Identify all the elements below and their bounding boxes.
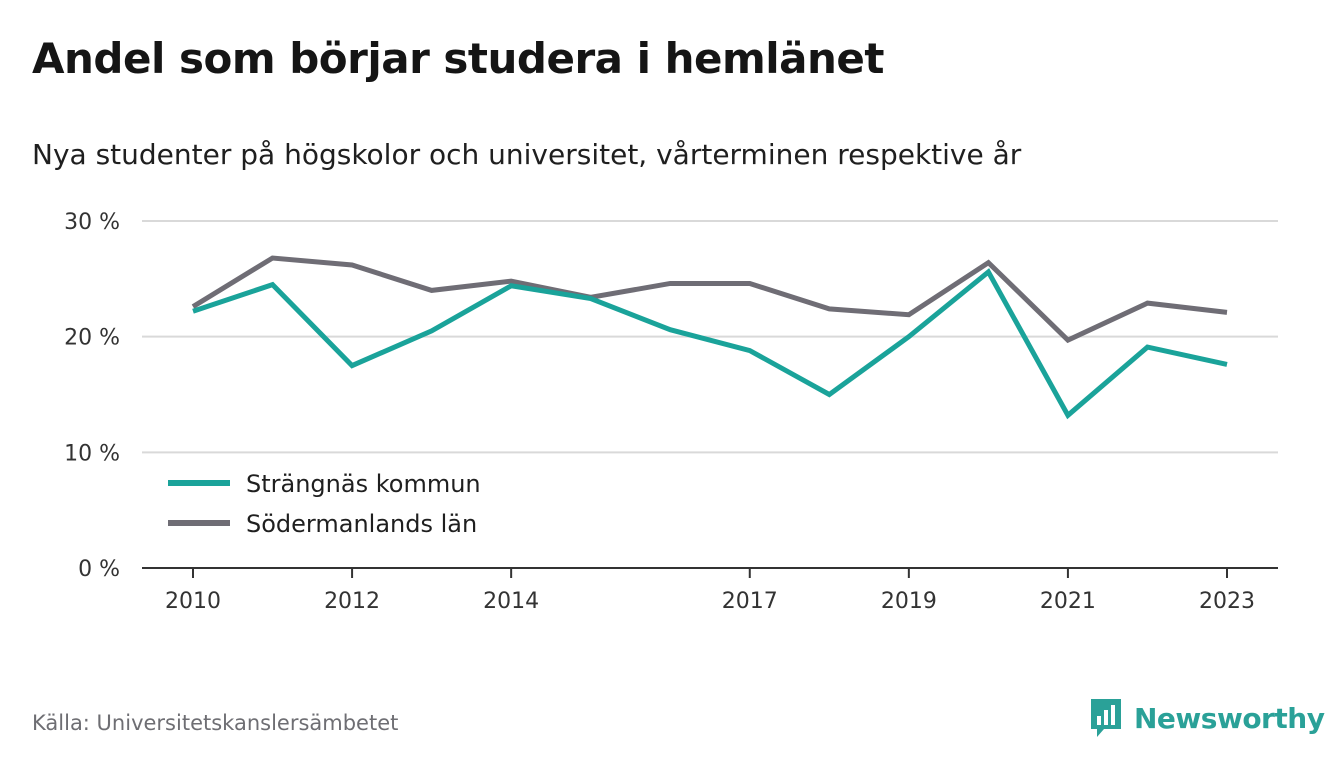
legend-label-0: Strängnäs kommun [246, 470, 481, 498]
chart-title: Andel som börjar studera i hemlänet [32, 34, 885, 83]
series-layer [191, 255, 1228, 420]
x-tick-label: 2017 [722, 589, 778, 614]
legend-label-1: Södermanlands län [246, 510, 477, 538]
y-tick-label: 10 % [64, 441, 120, 466]
series-line-strangnas [192, 268, 1228, 420]
x-tick-label: 2012 [324, 589, 380, 614]
grid-layer [142, 220, 1278, 454]
x-tick-label: 2023 [1199, 589, 1255, 614]
x-tick-label: 2014 [483, 589, 539, 614]
y-tick-label: 20 % [64, 326, 120, 351]
line-chart: 0 % 10 % 20 % 30 % 2010 2012 2014 2017 2019 2021… [64, 210, 1278, 614]
y-axis-labels: 0 % 10 % 20 % 30 % [64, 210, 120, 582]
y-tick-label: 0 % [78, 557, 120, 582]
x-tick-label: 2010 [165, 589, 221, 614]
newsworthy-logo-icon [1091, 699, 1121, 737]
source-note: Källa: Universitetskanslersämbetet [32, 711, 399, 735]
legend: Strängnäs kommun Södermanlands län [168, 470, 481, 538]
brand-logo: Newsworthy [1088, 696, 1325, 740]
x-tick-label: 2019 [881, 589, 937, 614]
x-axis: 2010 2012 2014 2017 2019 2021 2023 [142, 567, 1278, 614]
y-tick-label: 30 % [64, 210, 120, 235]
x-tick-label: 2021 [1040, 589, 1096, 614]
series-line-sodermanland [191, 255, 1228, 344]
brand-name: Newsworthy [1134, 701, 1325, 735]
chart-subtitle: Nya studenter på högskolor och universit… [32, 138, 1022, 171]
